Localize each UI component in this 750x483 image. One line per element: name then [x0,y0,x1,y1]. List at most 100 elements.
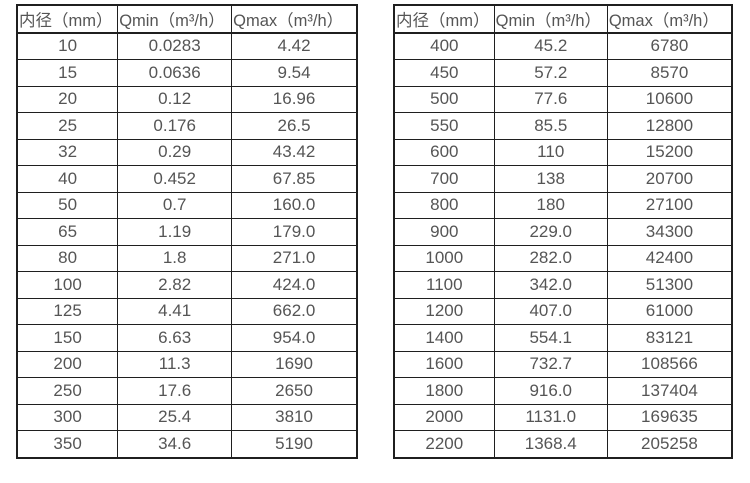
table-cell: 77.6 [493,85,608,113]
table-cell: 34300 [606,218,733,246]
table-cell: 400 [393,32,495,60]
table-row: 800 180 27100 [393,191,733,219]
table-row: 400 45.2 6780 [393,32,733,60]
table-cell: 45.2 [493,32,608,60]
table-cell: 1.8 [117,244,233,272]
table-row: 20 0.12 16.96 [16,85,358,113]
table-row: 900 229.0 34300 [393,218,733,246]
table-cell: 350 [16,430,119,458]
column-header: 内径（mm） [393,4,495,34]
table-cell: 100 [16,271,119,299]
table-cell: 229.0 [493,218,608,246]
table-cell: 80 [16,244,119,272]
table-cell: 43.42 [231,138,358,166]
table-cell: 424.0 [231,271,358,299]
table-row: 150 6.63 954.0 [16,324,358,352]
header-row: 内径（mm） Qmin（m³/h） Qmax（m³/h） [16,4,358,34]
table-cell: 1400 [393,324,495,352]
table-cell: 600 [393,138,495,166]
table-row: 300 25.4 3810 [16,403,358,431]
table-cell: 4.42 [231,32,358,60]
table-cell: 65 [16,218,119,246]
table-row: 1000 282.0 42400 [393,244,733,272]
table-cell: 10600 [606,85,733,113]
table-row: 15 0.0636 9.54 [16,59,358,87]
table-row: 250 17.6 2650 [16,377,358,405]
table-cell: 25 [16,112,119,140]
table-cell: 282.0 [493,244,608,272]
table-row: 1800 916.0 137404 [393,377,733,405]
table-row: 700 138 20700 [393,165,733,193]
table-cell: 250 [16,377,119,405]
header-row: 内径（mm） Qmin（m³/h） Qmax（m³/h） [393,4,733,34]
table-cell: 550 [393,112,495,140]
table-cell: 2200 [393,430,495,458]
table-cell: 3810 [231,403,358,431]
table-cell: 17.6 [117,377,233,405]
table-row: 1600 732.7 108566 [393,350,733,378]
column-header: Qmin（m³/h） [493,4,608,34]
table-cell: 110 [493,138,608,166]
table-cell: 9.54 [231,59,358,87]
table-row: 350 34.6 5190 [16,430,358,458]
table-cell: 700 [393,165,495,193]
table-cell: 0.176 [117,112,233,140]
column-header: Qmax（m³/h） [606,4,733,34]
table-cell: 138 [493,165,608,193]
table-cell: 271.0 [231,244,358,272]
table-cell: 0.0283 [117,32,233,60]
table-cell: 26.5 [231,112,358,140]
table-row: 100 2.82 424.0 [16,271,358,299]
table-cell: 500 [393,85,495,113]
table-cell: 150 [16,324,119,352]
table-cell: 27100 [606,191,733,219]
table-cell: 11.3 [117,350,233,378]
table-cell: 662.0 [231,297,358,325]
table-cell: 0.452 [117,165,233,193]
table-row: 500 77.6 10600 [393,85,733,113]
table-row: 1400 554.1 83121 [393,324,733,352]
table-cell: 5190 [231,430,358,458]
table-body: 400 45.2 6780 450 57.2 8570 500 77.6 10600 550 85.… [393,32,733,458]
table-row: 2000 1131.0 169635 [393,403,733,431]
table-cell: 342.0 [493,271,608,299]
table-cell: 205258 [606,430,733,458]
table-cell: 1200 [393,297,495,325]
table-row: 1200 407.0 61000 [393,297,733,325]
table-cell: 169635 [606,403,733,431]
table-cell: 180 [493,191,608,219]
table-cell: 2.82 [117,271,233,299]
table-cell: 1131.0 [493,403,608,431]
flow-spec-table-large-diameters: 内径（mm） Qmin（m³/h） Qmax（m³/h） 400 45.2 6780 45… [393,4,733,459]
table-cell: 407.0 [493,297,608,325]
table-row: 1100 342.0 51300 [393,271,733,299]
table-row: 2200 1368.4 205258 [393,430,733,458]
table-cell: 51300 [606,271,733,299]
table-cell: 32 [16,138,119,166]
table-row: 200 11.3 1690 [16,350,358,378]
table-cell: 125 [16,297,119,325]
table-cell: 137404 [606,377,733,405]
table-cell: 1.19 [117,218,233,246]
table-cell: 1000 [393,244,495,272]
table-cell: 0.0636 [117,59,233,87]
table-cell: 200 [16,350,119,378]
table-cell: 15200 [606,138,733,166]
table-cell: 83121 [606,324,733,352]
table-cell: 8570 [606,59,733,87]
table-cell: 0.12 [117,85,233,113]
table-row: 10 0.0283 4.42 [16,32,358,60]
table-cell: 300 [16,403,119,431]
table-cell: 732.7 [493,350,608,378]
column-header: Qmin（m³/h） [117,4,233,34]
table-cell: 2650 [231,377,358,405]
table-cell: 1600 [393,350,495,378]
table-cell: 450 [393,59,495,87]
table-cell: 6780 [606,32,733,60]
table-row: 65 1.19 179.0 [16,218,358,246]
table-cell: 20 [16,85,119,113]
table-cell: 108566 [606,350,733,378]
table-row: 600 110 15200 [393,138,733,166]
flow-spec-table-small-diameters: 内径（mm） Qmin（m³/h） Qmax（m³/h） 10 0.0283 4.42 1… [16,4,358,459]
table-cell: 10 [16,32,119,60]
